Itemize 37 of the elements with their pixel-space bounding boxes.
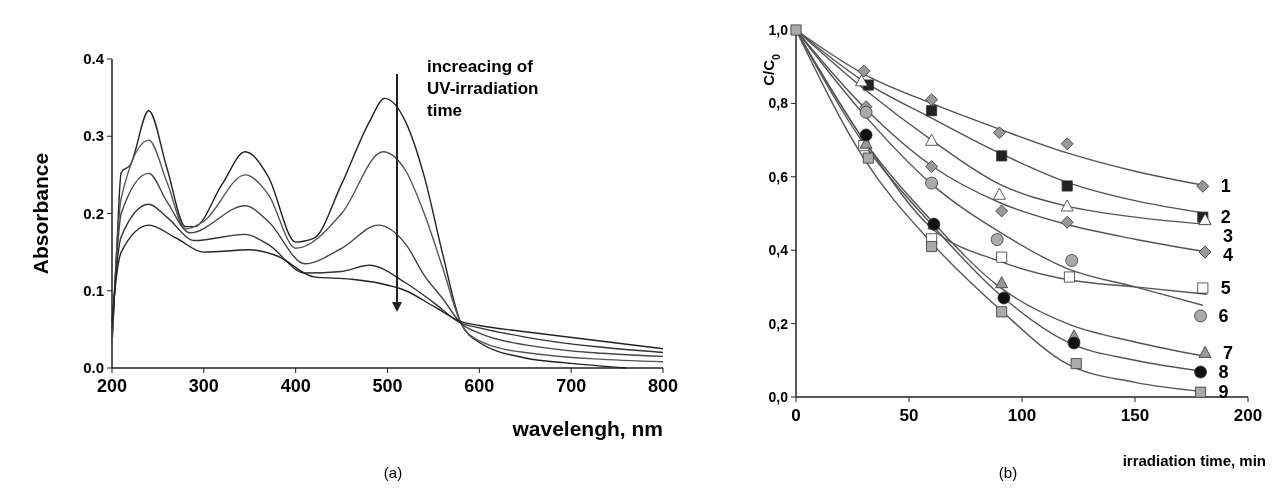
series-label: 1: [1220, 176, 1231, 197]
x-axis-title: irradiation time, min: [1122, 452, 1266, 469]
y-tick-label: 0.0: [83, 359, 104, 376]
y-tick-label: 0,2: [768, 315, 789, 332]
x-tick-label: 400: [280, 376, 311, 396]
y-tick-label: 0,4: [768, 242, 789, 259]
x-tick-label: 300: [188, 376, 219, 396]
x-tick-label: 150: [1120, 406, 1150, 425]
y-tick-label: 1,0: [768, 22, 789, 38]
y-tick-label: 0.1: [83, 281, 104, 299]
text: (b): [998, 464, 1018, 481]
y-tick-label: 0,0: [768, 389, 789, 405]
x-tick-label: 500: [372, 376, 403, 396]
x-tick-label: 600: [464, 376, 495, 396]
x-tick-label: 0: [791, 406, 801, 425]
x-tick-label: 700: [556, 376, 587, 396]
y-tick-label: 0.4: [83, 50, 105, 67]
x-tick-label: 200: [1233, 406, 1263, 425]
series-label: 7: [1223, 342, 1234, 363]
x-axis-title: wavelengh, nm: [511, 417, 663, 440]
x-tick-label: 800: [647, 376, 679, 396]
y-tick-label: 0.2: [83, 204, 104, 222]
y-tick-label: 0.3: [83, 127, 104, 145]
x-tick-label: 200: [96, 376, 128, 396]
series-label: 5: [1220, 278, 1231, 298]
text: (a): [383, 464, 403, 481]
y-tick-label: 0,6: [768, 168, 789, 185]
series-label: 4: [1223, 245, 1234, 266]
x-tick-label: 50: [899, 406, 919, 425]
y-axis-title: Absorbance: [29, 152, 52, 275]
series-label: 2: [1220, 207, 1231, 228]
series-label: 6: [1218, 305, 1229, 326]
series-label: 3: [1223, 226, 1234, 247]
x-tick-label: 100: [1007, 406, 1037, 425]
y-tick-label: 0,8: [768, 95, 789, 112]
annotation: increacing of UV-irradiation time: [427, 57, 539, 120]
series-label: 8: [1218, 362, 1229, 383]
